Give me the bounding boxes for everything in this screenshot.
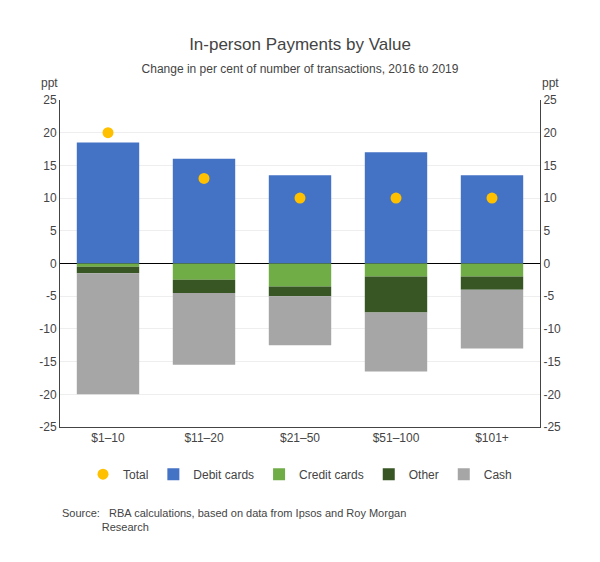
svg-text:10: 10 [43, 191, 57, 205]
svg-text:Source: RBA calculations, ba: Source: RBA calculations, based on data … [62, 507, 406, 533]
svg-text:25: 25 [543, 93, 557, 107]
svg-text:-15: -15 [39, 355, 57, 369]
svg-text:$101+: $101+ [475, 431, 509, 445]
svg-text:ppt: ppt [41, 76, 58, 90]
svg-text:-10: -10 [39, 322, 57, 336]
svg-text:15: 15 [43, 159, 57, 173]
svg-text:20: 20 [543, 126, 557, 140]
svg-text:$11–20: $11–20 [184, 431, 223, 445]
svg-text:Total: Total [123, 468, 148, 482]
svg-text:In-person Payments by Value: In-person Payments by Value [189, 35, 411, 54]
svg-text:Cash: Cash [484, 468, 512, 482]
svg-text:$21–50: $21–50 [280, 431, 320, 445]
svg-text:ppt: ppt [542, 76, 559, 90]
svg-text:0: 0 [50, 257, 57, 271]
svg-text:$51–100: $51–100 [373, 431, 420, 445]
svg-text:0: 0 [543, 257, 550, 271]
svg-text:-15: -15 [543, 355, 561, 369]
svg-text:10: 10 [543, 191, 557, 205]
svg-text:25: 25 [43, 93, 57, 107]
svg-text:-20: -20 [543, 388, 561, 402]
svg-text:Other: Other [409, 468, 439, 482]
svg-text:Change in per cent of number o: Change in per cent of number of transact… [142, 62, 459, 76]
svg-text:5: 5 [543, 224, 550, 238]
svg-text:-5: -5 [543, 289, 554, 303]
svg-text:15: 15 [543, 159, 557, 173]
svg-text:-5: -5 [46, 289, 57, 303]
svg-text:Credit cards: Credit cards [299, 468, 364, 482]
svg-text:-25: -25 [543, 420, 561, 434]
svg-text:-10: -10 [543, 322, 561, 336]
svg-text:-20: -20 [39, 388, 57, 402]
svg-text:20: 20 [43, 126, 57, 140]
svg-text:-25: -25 [39, 420, 57, 434]
svg-text:$1–10: $1–10 [91, 431, 125, 445]
svg-text:5: 5 [50, 224, 57, 238]
svg-text:Debit cards: Debit cards [193, 468, 254, 482]
